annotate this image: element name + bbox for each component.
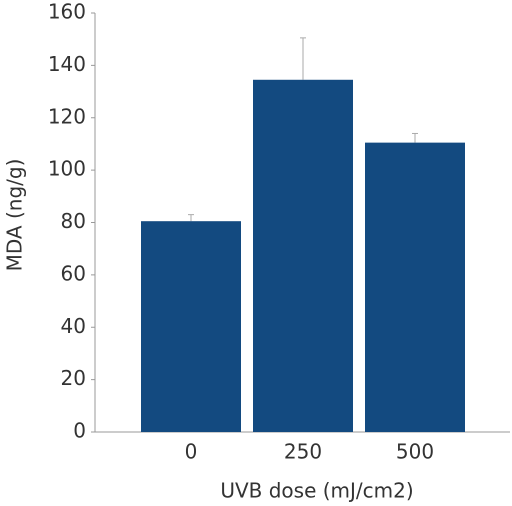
- y-tick-label: 0: [73, 419, 86, 443]
- bar: [141, 221, 241, 432]
- bar: [365, 142, 465, 433]
- bar: [253, 79, 353, 432]
- y-tick-label: 40: [61, 314, 86, 338]
- y-tick-label: 140: [48, 52, 86, 76]
- y-axis-label: MDA (ng/g): [3, 159, 27, 272]
- x-tick-label: 250: [284, 440, 322, 464]
- y-tick-label: 80: [61, 209, 86, 233]
- x-tick-label: 0: [185, 440, 198, 464]
- y-tick-label: 120: [48, 104, 86, 128]
- y-tick-label: 60: [61, 261, 86, 285]
- y-tick-label: 100: [48, 157, 86, 181]
- x-tick-label: 500: [396, 440, 434, 464]
- x-axis-label: UVB dose (mJ/cm2): [220, 479, 413, 503]
- y-tick-label: 160: [48, 0, 86, 24]
- y-tick-label: 20: [61, 366, 86, 390]
